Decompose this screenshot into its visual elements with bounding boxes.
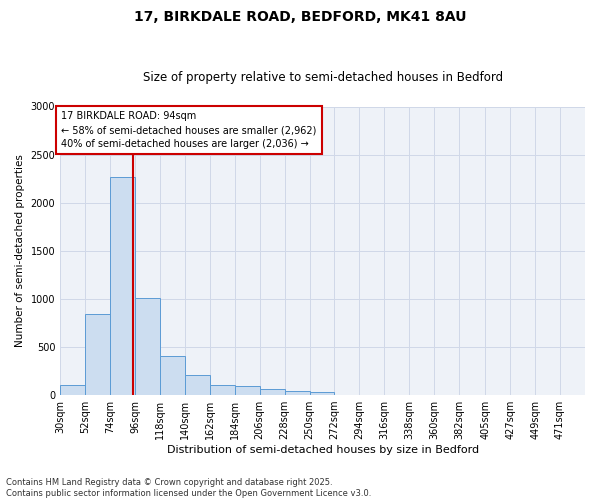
Bar — [85, 314, 110, 395]
Bar — [210, 384, 235, 395]
Y-axis label: Number of semi-detached properties: Number of semi-detached properties — [15, 154, 25, 347]
Bar — [135, 298, 160, 395]
Text: Contains HM Land Registry data © Crown copyright and database right 2025.
Contai: Contains HM Land Registry data © Crown c… — [6, 478, 371, 498]
Text: 17, BIRKDALE ROAD, BEDFORD, MK41 8AU: 17, BIRKDALE ROAD, BEDFORD, MK41 8AU — [134, 10, 466, 24]
Bar — [310, 392, 334, 395]
Bar — [110, 176, 135, 395]
Bar — [284, 391, 310, 395]
Bar — [60, 386, 85, 395]
Bar — [185, 376, 210, 395]
Bar — [235, 386, 260, 395]
Bar — [260, 389, 284, 395]
X-axis label: Distribution of semi-detached houses by size in Bedford: Distribution of semi-detached houses by … — [167, 445, 479, 455]
Bar — [160, 356, 185, 395]
Text: 17 BIRKDALE ROAD: 94sqm
← 58% of semi-detached houses are smaller (2,962)
40% of: 17 BIRKDALE ROAD: 94sqm ← 58% of semi-de… — [61, 112, 317, 150]
Title: Size of property relative to semi-detached houses in Bedford: Size of property relative to semi-detach… — [143, 72, 503, 85]
